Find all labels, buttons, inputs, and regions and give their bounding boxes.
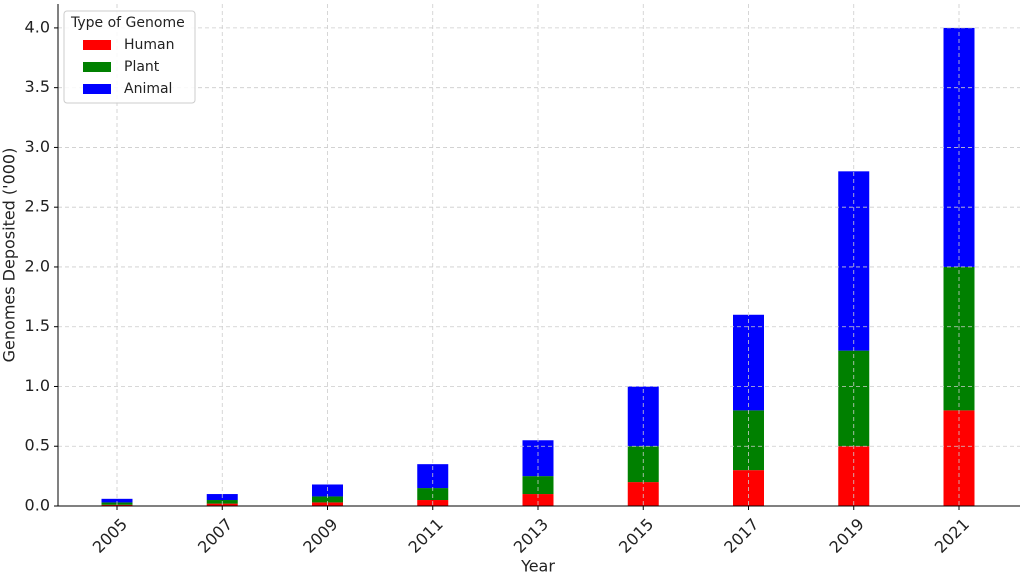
bar-segment	[627, 386, 659, 447]
legend: Type of Genome Human Plant Animal	[63, 10, 196, 104]
y-tick-label: 3.0	[25, 137, 50, 156]
legend-swatch	[83, 62, 111, 72]
x-tick-label: 2019	[826, 515, 868, 557]
y-tick-label: 0.5	[25, 436, 50, 455]
bar-segment	[101, 504, 133, 506]
y-tick-label: 1.5	[25, 316, 50, 335]
legend-label: Human	[124, 37, 175, 53]
y-tick-label: 1.0	[25, 376, 50, 395]
y-axis-label: Genomes Deposited ('000)	[0, 148, 19, 363]
bar-segment	[522, 494, 554, 506]
x-axis-label: Year	[520, 557, 555, 576]
bar-segment	[943, 266, 975, 411]
legend-label: Animal	[124, 81, 172, 97]
x-tick-label: 2013	[510, 515, 552, 557]
bar-segment	[101, 498, 133, 503]
legend-label: Plant	[124, 59, 160, 75]
y-tick-label: 3.5	[25, 77, 50, 96]
y-tick-label: 2.5	[25, 197, 50, 216]
bar-segment	[312, 496, 343, 503]
y-tick-label: 0.0	[25, 496, 50, 515]
x-tick-label: 2021	[931, 515, 973, 557]
x-tick-label: 2005	[89, 515, 131, 557]
bar-segment	[522, 476, 554, 495]
legend-swatch	[83, 84, 111, 94]
x-tick-label: 2009	[299, 515, 341, 557]
legend-title: Type of Genome	[70, 15, 185, 31]
y-tick-label: 4.0	[25, 17, 50, 36]
grid	[58, 4, 1020, 507]
legend-box	[63, 10, 196, 104]
x-tick-label: 2011	[405, 515, 447, 557]
bar-segment	[838, 171, 870, 351]
y-tick-label: 2.0	[25, 256, 50, 275]
legend-swatch	[83, 40, 111, 50]
x-tick-label: 2015	[615, 515, 657, 557]
x-tick-label: 2017	[720, 515, 762, 557]
x-tick-label: 2007	[194, 515, 236, 557]
